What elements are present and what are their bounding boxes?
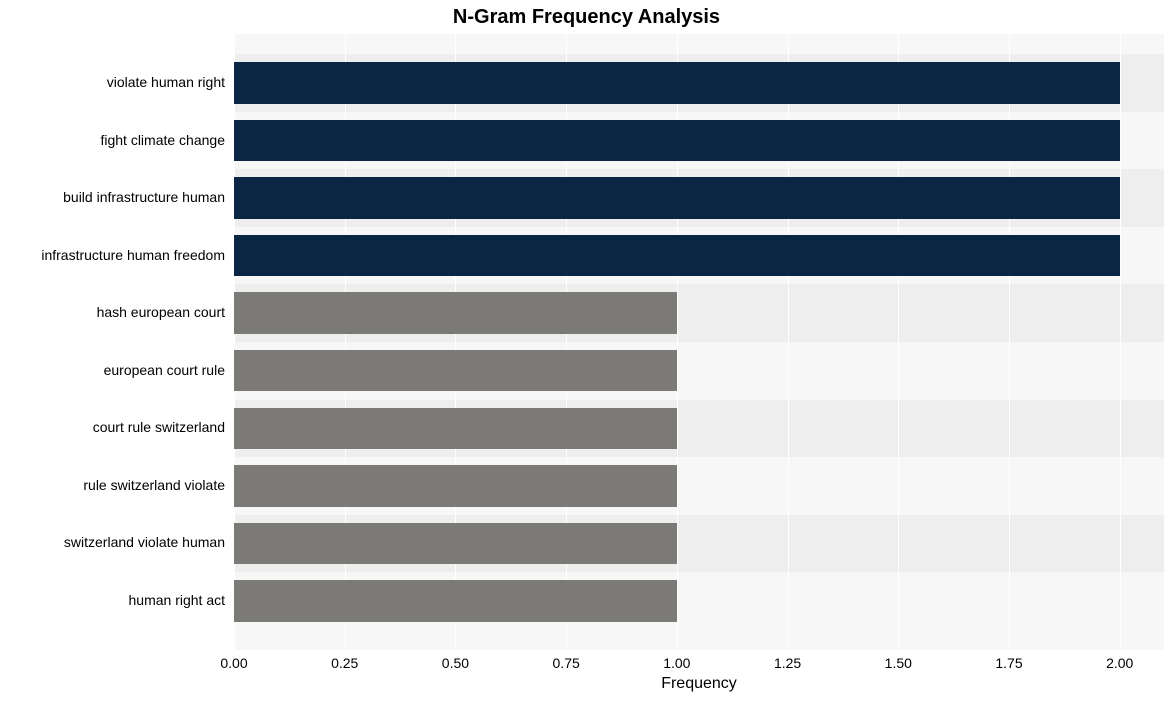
x-tick-label: 2.00: [1106, 655, 1133, 671]
x-axis-title: Frequency: [234, 675, 1164, 693]
x-tick-label: 1.75: [995, 655, 1022, 671]
chart-bar: [234, 408, 677, 449]
chart-bar: [234, 523, 677, 564]
x-tick-label: 0.50: [442, 655, 469, 671]
chart-title: N-Gram Frequency Analysis: [0, 6, 1173, 29]
y-tick-label: court rule switzerland: [0, 419, 225, 435]
chart-bar: [234, 465, 677, 506]
y-tick-label: hash european court: [0, 304, 225, 320]
chart-bar: [234, 580, 677, 621]
x-tick-label: 0.25: [331, 655, 358, 671]
chart-bar: [234, 350, 677, 391]
x-tick-label: 0.00: [220, 655, 247, 671]
plot-area: [234, 34, 1164, 650]
y-tick-label: human right act: [0, 592, 225, 608]
y-tick-label: fight climate change: [0, 132, 225, 148]
ngram-frequency-chart: N-Gram Frequency Analysis Frequency 0.00…: [0, 0, 1173, 701]
chart-bar: [234, 62, 1120, 103]
x-tick-label: 0.75: [553, 655, 580, 671]
y-tick-label: infrastructure human freedom: [0, 247, 225, 263]
chart-bar: [234, 235, 1120, 276]
chart-bar: [234, 120, 1120, 161]
y-tick-label: switzerland violate human: [0, 534, 225, 550]
y-tick-label: european court rule: [0, 362, 225, 378]
y-tick-label: violate human right: [0, 74, 225, 90]
gridline-vertical: [1120, 34, 1121, 650]
x-tick-label: 1.25: [774, 655, 801, 671]
y-tick-label: rule switzerland violate: [0, 477, 225, 493]
chart-bar: [234, 177, 1120, 218]
chart-bar: [234, 292, 677, 333]
x-tick-label: 1.50: [885, 655, 912, 671]
y-tick-label: build infrastructure human: [0, 189, 225, 205]
x-tick-label: 1.00: [663, 655, 690, 671]
